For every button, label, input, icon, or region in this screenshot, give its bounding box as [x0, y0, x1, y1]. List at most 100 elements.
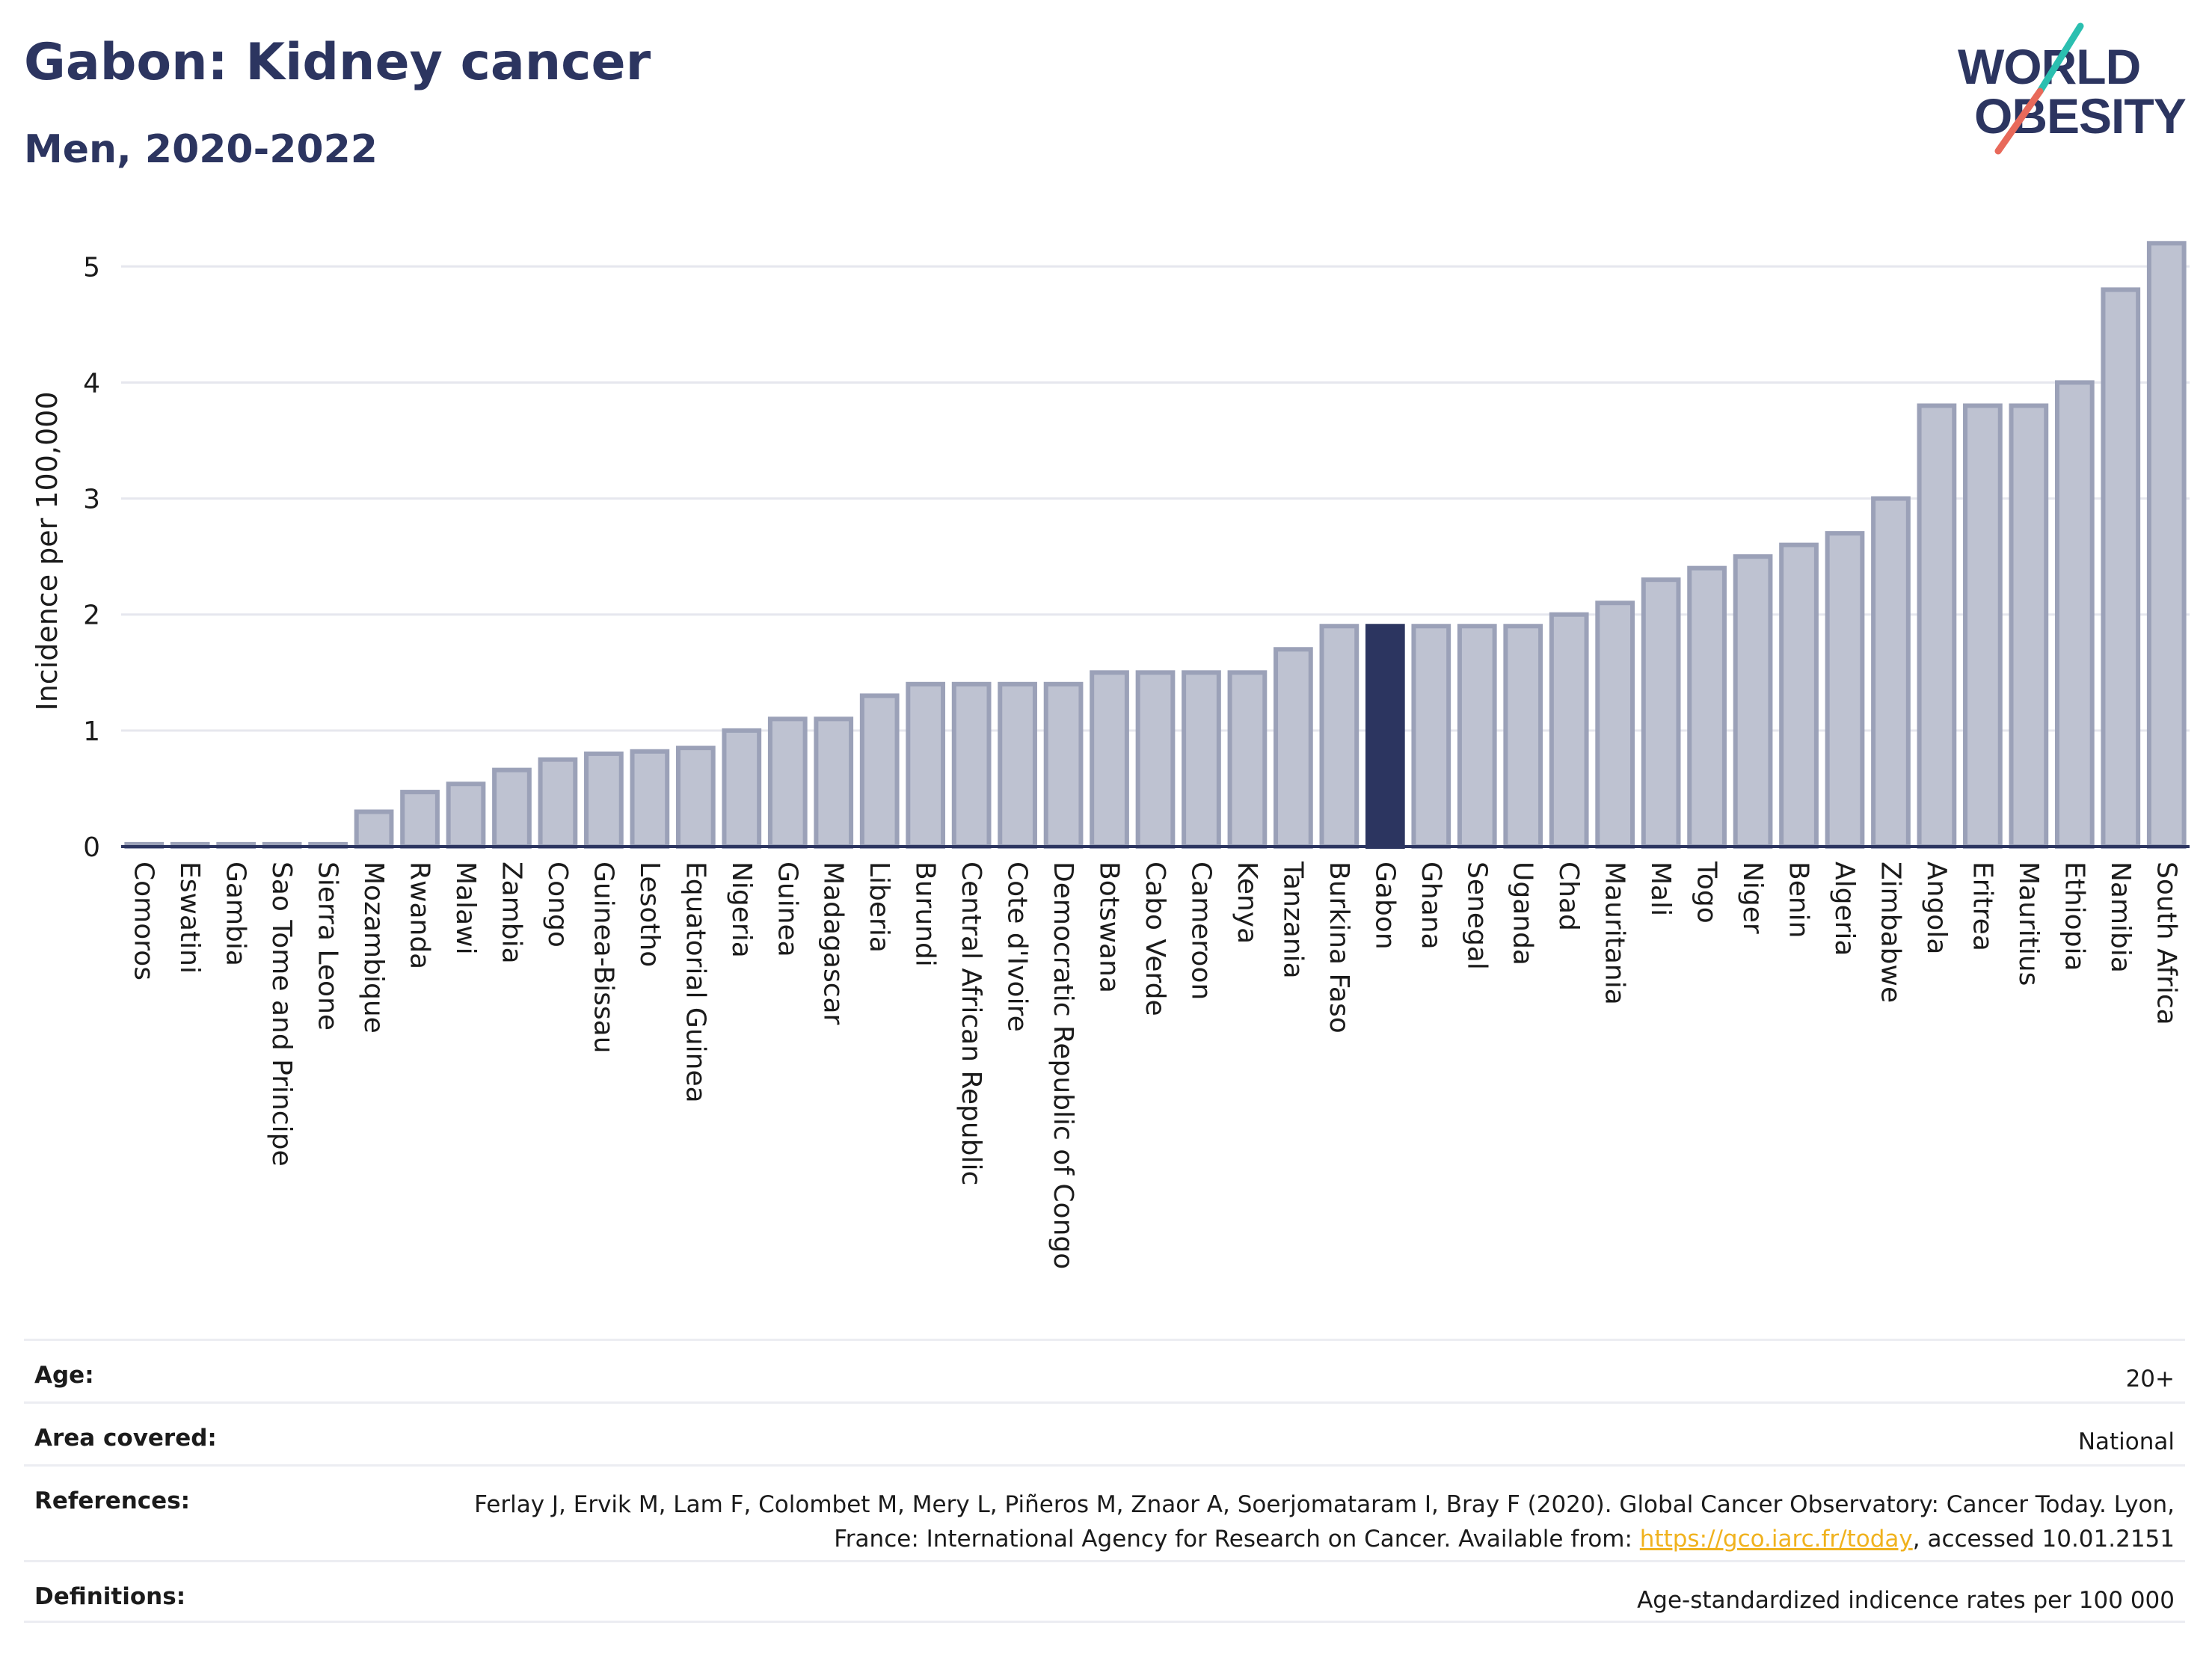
x-tick-label: Uganda	[1508, 862, 1538, 965]
bar	[2009, 403, 2049, 849]
meta-row-area: Area covered: National	[24, 1401, 2185, 1464]
x-tick-label: Togo	[1692, 861, 1722, 924]
bar	[584, 751, 624, 850]
bar	[1319, 624, 1360, 849]
bar	[1182, 670, 1221, 850]
x-tick-label: Botswana	[1094, 862, 1125, 993]
meta-row-definitions: Definitions: Age-standardized indicence …	[24, 1560, 2185, 1623]
definitions-label: Definitions:	[34, 1583, 186, 1610]
x-tick-label: Gambia	[221, 862, 251, 966]
x-tick-label: Cote d'Ivoire	[1002, 862, 1033, 1032]
y-tick-label: 0	[83, 832, 100, 863]
age-label: Age:	[34, 1362, 94, 1389]
bar	[1549, 612, 1589, 849]
bar	[400, 790, 440, 849]
logo-slash-teal	[2036, 22, 2084, 95]
y-tick-label: 2	[83, 601, 100, 631]
bar	[998, 681, 1037, 849]
x-tick-label: Angola	[1921, 862, 1952, 954]
bar	[630, 749, 670, 849]
bar	[675, 746, 716, 850]
y-tick-label: 3	[83, 485, 100, 515]
x-tick-label: Guinea-Bissau	[588, 862, 618, 1054]
bar	[1779, 542, 1819, 849]
x-tick-label: Zimbabwe	[1875, 862, 1905, 1003]
x-tick-label: Senegal	[1461, 862, 1492, 970]
x-tick-label: Democratic Republic of Congo	[1048, 862, 1078, 1269]
bar	[2101, 287, 2141, 850]
bar	[2054, 380, 2095, 849]
bar	[859, 693, 900, 849]
bar	[1687, 565, 1727, 849]
bar	[1227, 670, 1268, 850]
x-tick-label: Liberia	[864, 862, 894, 953]
x-tick-label: Cameroon	[1185, 862, 1216, 1000]
bar	[1825, 531, 1865, 849]
bar	[2146, 241, 2187, 849]
area-label: Area covered:	[34, 1425, 217, 1452]
references-text: Ferlay J, Ervik M, Lam F, Colombet M, Me…	[474, 1491, 2175, 1553]
x-tick-label: Cabo Verde	[1140, 862, 1170, 1016]
y-tick-label: 1	[83, 716, 100, 747]
x-tick-label: Burkina Faso	[1324, 862, 1354, 1034]
bar	[1963, 403, 2003, 849]
x-tick-label: Madagascar	[818, 862, 849, 1025]
references-label: References:	[34, 1487, 191, 1514]
bar	[446, 782, 486, 850]
bar	[1090, 670, 1129, 850]
bar	[1457, 624, 1497, 849]
bar	[538, 757, 578, 849]
world-obesity-logo: WORLD OBESITY	[1958, 22, 2187, 155]
bar-highlight	[1365, 624, 1405, 849]
y-axis-label: Incidence per 100,000	[31, 391, 64, 710]
x-tick-label: Lesotho	[634, 862, 665, 967]
x-tick-label: Equatorial Guinea	[680, 862, 710, 1103]
age-value: 20+	[2125, 1366, 2175, 1393]
bar	[1641, 577, 1681, 849]
bar	[722, 728, 762, 849]
references-link[interactable]: https://gco.iarc.fr/today	[1639, 1526, 1913, 1553]
meta-row-age: Age: 20+	[24, 1339, 2185, 1401]
x-tick-label: Mauritius	[2013, 862, 2044, 986]
x-tick-label: Sierra Leone	[313, 862, 343, 1031]
logo-slash-coral	[1994, 87, 2044, 155]
x-tick-label: Gabon	[1369, 862, 1400, 950]
axes: 0 1 2 3 4 5 Comoros Eswatini Gambia Sao Tome and …	[83, 252, 2190, 1269]
bar	[1411, 624, 1451, 849]
bar	[814, 716, 854, 849]
x-tick-label: Niger	[1737, 862, 1768, 934]
bar	[1274, 647, 1313, 849]
meta-row-references: References: Ferlay J, Ervik M, Lam F, Co…	[24, 1464, 2185, 1560]
bar-chart: 0 1 2 3 4 5 Comoros Eswatini Gambia Sao Tome and …	[31, 241, 2190, 1269]
y-tick-label: 4	[83, 368, 100, 399]
references-value: Ferlay J, Ervik M, Lam F, Colombet M, Me…	[455, 1487, 2175, 1556]
chart-subtitle: Men, 2020-2022	[24, 127, 378, 172]
bars	[124, 241, 2187, 850]
metadata-table: Age: 20+ Area covered: National Referenc…	[24, 1339, 2185, 1623]
x-tick-label: Rwanda	[405, 862, 435, 969]
y-tick-label: 5	[83, 252, 100, 283]
bar	[951, 681, 992, 849]
x-tick-label: Kenya	[1232, 862, 1262, 944]
bar	[1595, 601, 1635, 850]
x-tick-label: Malawi	[450, 862, 481, 955]
definitions-value: Age-standardized indicence rates per 100…	[1637, 1587, 2175, 1614]
x-tick-label: Mozambique	[358, 862, 389, 1034]
x-tick-label: Zambia	[496, 862, 526, 964]
bar	[1733, 554, 1773, 849]
x-tick-label: Sao Tome and Principe	[266, 862, 297, 1167]
x-tick-label: Algeria	[1829, 862, 1860, 957]
x-tick-label: Mali	[1645, 862, 1676, 916]
area-value: National	[2077, 1428, 2175, 1455]
bar	[1503, 624, 1543, 849]
x-tick-label: Ethiopia	[2059, 862, 2089, 971]
bar	[492, 767, 532, 850]
bar	[1043, 681, 1084, 849]
x-tick-label: Burundi	[910, 862, 941, 967]
x-tick-label: Eswatini	[174, 862, 205, 974]
logo-line-1: WORLD	[1958, 39, 2140, 94]
x-tick-label: Tanzania	[1277, 861, 1308, 979]
x-tick-label: Guinea	[772, 862, 802, 957]
bar	[354, 809, 394, 850]
x-tick-label: Chad	[1553, 862, 1584, 931]
